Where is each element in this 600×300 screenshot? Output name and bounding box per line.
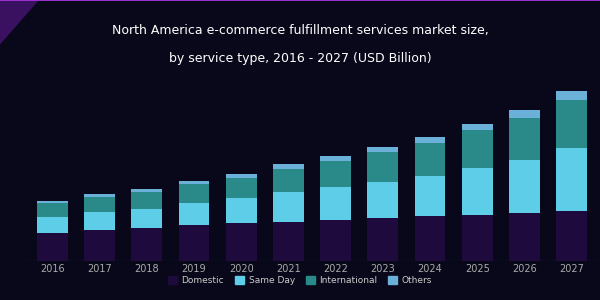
Bar	[179, 181, 209, 184]
Bar	[179, 184, 209, 203]
Bar	[273, 192, 304, 222]
Bar	[462, 130, 493, 168]
Bar	[509, 160, 540, 213]
Bar	[273, 169, 304, 192]
Bar	[367, 182, 398, 218]
Bar	[415, 137, 445, 143]
Bar	[131, 228, 162, 261]
Text: by service type, 2016 - 2027 (USD Billion): by service type, 2016 - 2027 (USD Billio…	[169, 52, 431, 65]
Bar	[415, 143, 445, 176]
Bar	[179, 203, 209, 225]
Bar	[37, 203, 68, 217]
Bar	[84, 212, 115, 230]
Bar	[273, 164, 304, 169]
Bar	[367, 218, 398, 261]
Bar	[556, 91, 587, 100]
Bar	[273, 222, 304, 261]
Text: North America e-commerce fulfillment services market size,: North America e-commerce fulfillment ser…	[112, 24, 488, 37]
Bar	[226, 224, 257, 261]
Bar	[131, 192, 162, 209]
Bar	[0, 0, 600, 2]
Bar	[84, 194, 115, 197]
Bar	[367, 152, 398, 182]
Bar	[367, 147, 398, 152]
Legend: Domestic, Same Day, International, Others: Domestic, Same Day, International, Other…	[164, 272, 436, 289]
Bar	[462, 124, 493, 130]
Bar	[509, 110, 540, 118]
Bar	[131, 189, 162, 192]
Polygon shape	[0, 0, 39, 44]
Bar	[320, 188, 351, 220]
Bar	[462, 215, 493, 261]
Bar	[37, 233, 68, 261]
Bar	[509, 213, 540, 261]
Bar	[37, 201, 68, 203]
Bar	[320, 161, 351, 188]
Bar	[556, 100, 587, 148]
Bar	[84, 230, 115, 261]
Bar	[415, 176, 445, 216]
Bar	[415, 216, 445, 261]
Bar	[320, 156, 351, 161]
Bar	[226, 174, 257, 178]
Bar	[556, 211, 587, 261]
Bar	[556, 148, 587, 211]
Bar	[226, 178, 257, 198]
Bar	[84, 197, 115, 212]
Bar	[131, 209, 162, 228]
Bar	[179, 225, 209, 261]
Bar	[37, 217, 68, 233]
Bar	[462, 168, 493, 215]
Bar	[320, 220, 351, 261]
Bar	[226, 198, 257, 224]
Bar	[509, 118, 540, 160]
